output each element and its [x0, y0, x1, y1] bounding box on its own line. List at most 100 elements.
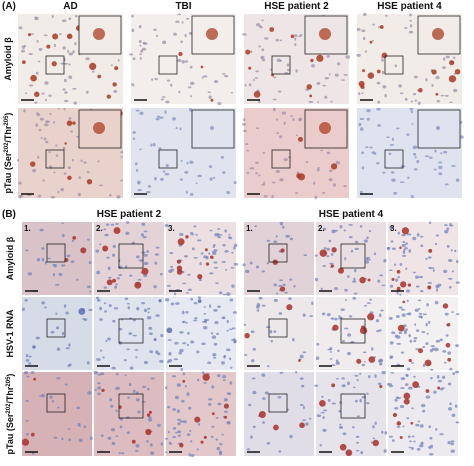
inset-deposit — [206, 28, 218, 40]
cell-nucleus — [76, 406, 81, 410]
cell-nucleus — [408, 30, 414, 34]
cell-nucleus — [188, 406, 192, 410]
cell-nucleus — [403, 331, 407, 335]
cell-nucleus — [166, 79, 171, 82]
cell-nucleus — [63, 62, 69, 65]
cell-nucleus — [107, 436, 112, 440]
inset-box — [384, 149, 404, 169]
cell-nucleus — [36, 257, 41, 262]
cell-nucleus — [382, 171, 386, 174]
cell-nucleus — [126, 416, 130, 419]
cell-nucleus — [442, 350, 447, 353]
cell-nucleus — [275, 169, 280, 174]
cell-nucleus — [68, 52, 73, 56]
cell-nucleus — [444, 183, 449, 186]
cell-nucleus — [135, 109, 140, 112]
cell-nucleus — [396, 363, 401, 366]
cell-nucleus — [343, 185, 347, 188]
cell-nucleus — [160, 333, 164, 338]
cell-nucleus — [131, 28, 135, 33]
stained-deposit — [410, 421, 414, 425]
cell-nucleus — [416, 233, 420, 237]
cell-nucleus — [335, 377, 339, 380]
cell-nucleus — [400, 351, 404, 354]
cell-nucleus — [65, 311, 69, 315]
micrograph — [165, 296, 237, 371]
cell-nucleus — [421, 330, 426, 334]
stained-deposit — [269, 27, 275, 32]
cell-nucleus — [397, 276, 400, 279]
cell-nucleus — [409, 108, 414, 111]
cell-nucleus — [316, 342, 320, 346]
stained-deposit — [244, 332, 250, 339]
cell-nucleus — [186, 343, 190, 347]
cell-nucleus — [362, 351, 367, 354]
cell-nucleus — [104, 310, 108, 313]
cell-nucleus — [400, 377, 406, 381]
stained-deposit — [273, 424, 279, 431]
cell-nucleus — [443, 150, 448, 154]
cell-nucleus — [413, 440, 416, 443]
stained-deposit — [448, 75, 457, 83]
cell-nucleus — [181, 399, 185, 403]
cell-nucleus — [411, 123, 414, 125]
cell-nucleus — [434, 300, 439, 305]
cell-nucleus — [417, 420, 421, 423]
cell-nucleus — [36, 39, 39, 43]
stained-deposit — [280, 248, 285, 253]
cell-nucleus — [400, 308, 406, 311]
cell-nucleus — [377, 382, 382, 386]
cell-nucleus — [100, 434, 104, 437]
cell-nucleus — [345, 55, 351, 59]
stained-deposit — [379, 384, 383, 389]
cell-nucleus — [155, 314, 160, 317]
stained-deposit — [106, 279, 113, 286]
cell-nucleus — [405, 383, 409, 386]
cell-nucleus — [177, 422, 181, 426]
cell-nucleus — [148, 332, 153, 336]
cell-nucleus — [186, 17, 190, 20]
stained-deposit — [402, 300, 406, 304]
tissue-background — [22, 222, 92, 295]
cell-nucleus — [25, 358, 30, 362]
cell-nucleus — [243, 323, 247, 326]
cell-nucleus — [250, 435, 253, 439]
cell-nucleus — [409, 13, 412, 17]
cell-nucleus — [164, 451, 168, 454]
inset-box — [46, 243, 66, 263]
cell-nucleus — [386, 382, 390, 386]
stained-deposit — [210, 255, 214, 260]
cell-nucleus — [139, 44, 142, 47]
cell-nucleus — [185, 311, 189, 314]
cell-nucleus — [454, 404, 458, 408]
cell-nucleus — [211, 335, 217, 339]
cell-nucleus — [389, 269, 393, 272]
cell-nucleus — [323, 247, 327, 250]
cell-nucleus — [439, 433, 444, 436]
cell-nucleus — [186, 392, 190, 396]
stained-deposit — [296, 173, 302, 179]
stained-deposit — [367, 72, 375, 79]
micrograph — [94, 296, 164, 370]
cell-nucleus — [406, 417, 410, 420]
cell-nucleus — [445, 334, 449, 337]
cell-nucleus — [255, 172, 258, 175]
cell-nucleus — [409, 339, 413, 343]
stained-deposit — [330, 264, 334, 268]
cell-nucleus — [212, 357, 217, 359]
cell-nucleus — [407, 435, 411, 439]
cell-nucleus — [177, 59, 182, 62]
cell-nucleus — [53, 264, 57, 268]
cell-nucleus — [58, 272, 63, 276]
cell-nucleus — [409, 19, 412, 22]
cell-nucleus — [178, 351, 182, 355]
cell-nucleus — [194, 317, 198, 320]
cell-nucleus — [44, 123, 49, 127]
cell-nucleus — [295, 134, 299, 137]
cell-nucleus — [150, 451, 155, 455]
cell-nucleus — [61, 437, 64, 441]
cell-nucleus — [208, 402, 212, 407]
cell-nucleus — [155, 246, 160, 249]
cell-nucleus — [430, 376, 433, 380]
cell-nucleus — [168, 359, 173, 363]
